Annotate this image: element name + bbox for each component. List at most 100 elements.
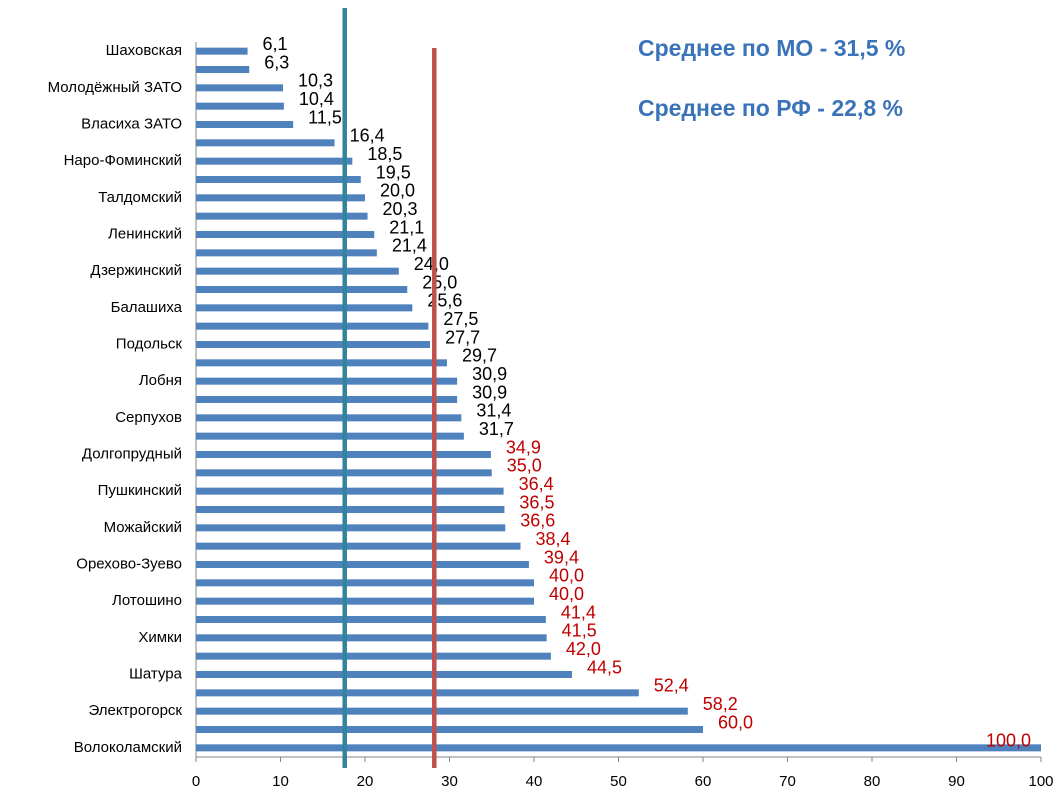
value-label: 41,4 [561,602,596,622]
value-label: 20,3 [383,199,418,219]
y-tick-label: Власиха ЗАТО [81,115,182,132]
y-tick-label: Пушкинский [98,482,182,499]
x-tick-label: 40 [526,773,543,790]
bar [196,744,1041,752]
bar [196,689,639,697]
x-tick-label: 100 [1028,773,1053,790]
value-label: 39,4 [544,547,579,567]
value-label: 52,4 [654,676,689,696]
value-label: 58,2 [703,694,738,714]
value-label: 27,5 [443,309,478,329]
y-tick-label: Ленинский [108,225,182,242]
y-tick-label: Орехово-Зуево [76,555,182,572]
y-tick-label: Подольск [116,335,183,352]
x-tick-label: 90 [948,773,965,790]
value-label: 41,5 [562,621,597,641]
bar [196,66,250,73]
annotation: Среднее по МО - 31,5 % [638,35,905,61]
y-tick-label: Шаховская [106,42,182,59]
value-label: 29,7 [462,346,497,366]
value-label: 16,4 [350,126,385,146]
x-tick-label: 80 [864,773,881,790]
value-label: 6,3 [264,52,289,72]
bar [196,487,504,495]
bar [196,506,505,513]
value-label: 30,9 [472,364,507,384]
value-label: 18,5 [367,144,402,164]
bar [196,707,688,715]
y-tick-label: Шатура [129,665,182,682]
y-tick-label: Балашиха [111,299,183,316]
bar [196,597,534,605]
y-tick-label: Талдомский [98,189,182,206]
x-tick-label: 50 [610,773,627,790]
bar [196,157,353,165]
value-label: 36,5 [519,492,554,512]
bar [196,47,248,55]
value-label: 100,0 [986,731,1031,751]
bar [196,102,284,110]
value-label: 21,1 [389,217,424,237]
value-label: 60,0 [718,712,753,732]
x-tick-label: 60 [695,773,712,790]
bar [196,84,284,92]
value-label: 42,0 [566,639,601,659]
bar [196,377,458,385]
value-label: 10,3 [298,71,333,91]
x-tick-label: 30 [441,773,458,790]
bar [196,249,377,257]
bar [196,671,573,678]
bar [196,542,521,550]
bar [196,194,365,202]
bar [196,286,408,293]
value-label: 31,7 [479,419,514,439]
value-label: 35,0 [507,456,542,476]
bar [196,579,534,587]
x-tick-label: 10 [272,773,289,790]
bar [196,176,361,183]
bar [196,304,413,312]
y-tick-label: Лотошино [112,592,182,609]
bar [196,267,399,275]
value-label: 11,5 [308,107,342,127]
value-label: 27,7 [445,327,480,347]
bar [196,139,335,147]
value-label: 19,5 [376,162,411,182]
bar [196,341,431,348]
bar [196,359,447,367]
bar [196,726,703,733]
value-label: 34,9 [506,437,541,457]
x-tick-label: 70 [779,773,796,790]
value-label: 36,6 [520,511,555,531]
y-tick-label: Дзержинский [90,262,182,279]
bar [196,322,429,330]
value-label: 31,4 [476,401,511,421]
value-label: 44,5 [587,657,622,677]
value-label: 40,0 [549,584,584,604]
value-label: 25,0 [422,272,457,292]
value-label: 36,4 [519,474,554,494]
value-label: 10,4 [299,89,334,109]
bar [196,432,464,440]
y-tick-label: Химки [138,629,182,646]
bar [196,121,294,128]
bar [196,561,529,568]
value-label: 20,0 [380,181,415,201]
x-tick-label: 0 [192,773,200,790]
value-label: 30,9 [472,382,507,402]
y-tick-label: Волоколамский [74,739,182,756]
bar [196,524,506,532]
bar [196,616,546,623]
y-tick-label: Серпухов [115,409,182,426]
bar [196,634,547,642]
value-label: 21,4 [392,236,427,256]
y-tick-label: Лобня [139,372,182,389]
y-tick-label: Наро-Фоминский [64,152,182,169]
bar [196,396,458,403]
y-tick-label: Можайский [104,519,182,536]
value-label: 40,0 [549,566,584,586]
value-label: 24,0 [414,254,449,274]
bar [196,652,551,660]
annotation: Среднее по РФ - 22,8 % [638,95,903,121]
